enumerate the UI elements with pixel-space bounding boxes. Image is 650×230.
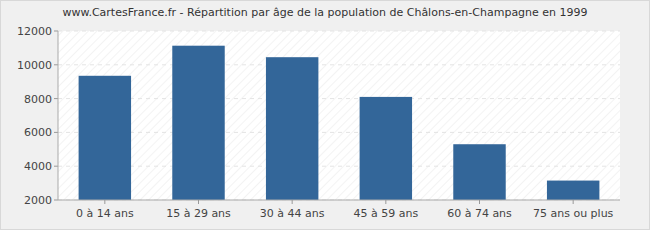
y-tick-label: 8000	[24, 93, 52, 106]
chart-svg: www.CartesFrance.fr - Répartition par âg…	[0, 0, 650, 230]
grid-line	[58, 132, 620, 133]
x-tick-label: 45 à 59 ans	[353, 207, 418, 220]
x-tick	[104, 200, 105, 204]
x-tick	[385, 200, 386, 204]
y-tick	[54, 31, 58, 32]
x-tick-label: 0 à 14 ans	[76, 207, 134, 220]
y-axis	[58, 31, 59, 200]
y-tick	[54, 98, 58, 99]
y-tick-label: 4000	[24, 160, 52, 173]
plot-area	[58, 31, 620, 200]
y-tick	[54, 132, 58, 133]
x-tick	[198, 200, 199, 204]
x-tick	[573, 200, 574, 204]
x-tick-label: 30 à 44 ans	[260, 207, 325, 220]
bar	[79, 76, 131, 200]
chart-container: www.CartesFrance.fr - Répartition par âg…	[0, 0, 650, 230]
grid-line	[58, 166, 620, 167]
bar	[266, 57, 318, 200]
y-tick-label: 12000	[17, 25, 52, 38]
grid-line	[58, 98, 620, 99]
bar	[360, 97, 412, 200]
x-tick-label: 15 à 29 ans	[166, 207, 231, 220]
bar	[547, 181, 599, 200]
y-tick	[54, 166, 58, 167]
grid-line	[58, 200, 620, 201]
y-tick-label: 6000	[24, 126, 52, 139]
y-tick	[54, 200, 58, 201]
title: www.CartesFrance.fr - Répartition par âg…	[62, 6, 587, 19]
y-tick-label: 10000	[17, 59, 52, 72]
grid-line	[58, 64, 620, 65]
background	[1, 1, 650, 230]
y-tick	[54, 64, 58, 65]
x-tick	[292, 200, 293, 204]
bar	[453, 144, 505, 200]
grid-line	[58, 31, 620, 32]
x-tick-label: 75 ans ou plus	[533, 207, 614, 220]
bar	[172, 46, 224, 200]
page: {"chart_data": {"type": "bar", "title": …	[0, 0, 650, 230]
x-tick-label: 60 à 74 ans	[447, 207, 512, 220]
x-axis	[58, 200, 620, 201]
bars	[79, 46, 600, 200]
x-tick	[479, 200, 480, 204]
y-tick-label: 2000	[24, 194, 52, 207]
